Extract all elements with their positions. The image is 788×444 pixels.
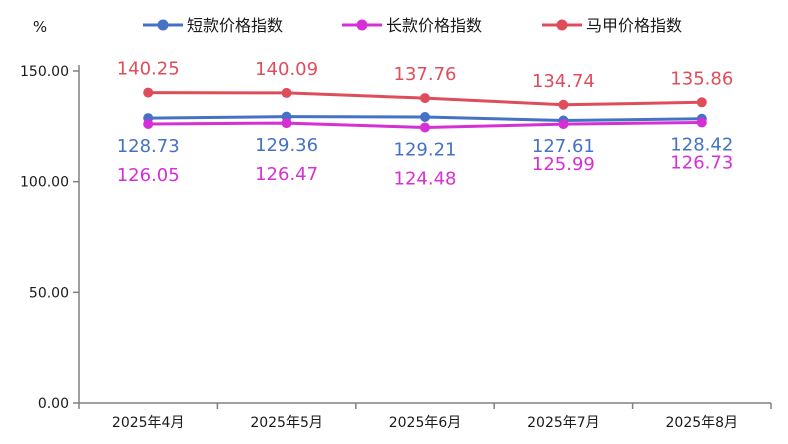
data-label: 140.09	[255, 59, 318, 80]
x-tick-label: 2025年8月	[666, 415, 739, 431]
data-label: 125.99	[532, 154, 595, 175]
data-label: 134.74	[532, 71, 595, 92]
data-point	[420, 112, 430, 123]
y-tick-label: 100.00	[20, 175, 69, 191]
legend-label: 短款价格指数	[187, 16, 283, 35]
x-tick-label: 2025年6月	[389, 415, 462, 431]
data-label: 129.36	[255, 135, 318, 156]
legend-label: 马甲价格指数	[586, 16, 682, 35]
data-label: 126.73	[670, 153, 733, 174]
series-points	[143, 87, 707, 133]
data-point	[558, 99, 569, 110]
data-point	[696, 117, 707, 128]
data-label: 140.25	[117, 59, 180, 80]
data-point	[420, 122, 430, 133]
legend-marker	[556, 19, 568, 31]
y-tick-label: 50.00	[29, 285, 69, 301]
data-label: 126.47	[255, 164, 318, 185]
data-point	[420, 93, 430, 104]
data-point	[696, 97, 707, 108]
data-label: 137.76	[394, 64, 457, 85]
data-labels: 140.25 140.09 137.76 134.74 135.86 128.73 129.…	[117, 59, 734, 190]
data-point	[143, 87, 154, 98]
y-tick-label: 150.00	[20, 64, 69, 80]
data-label: 129.21	[394, 139, 457, 160]
data-label: 126.05	[117, 165, 180, 186]
data-point	[281, 87, 292, 98]
legend-label: 长款价格指数	[386, 16, 482, 35]
data-label: 124.48	[394, 168, 457, 189]
x-tick-label: 2025年7月	[527, 415, 600, 431]
data-label: 127.61	[532, 136, 595, 157]
data-label: 135.86	[670, 68, 733, 89]
data-label: 128.73	[117, 136, 180, 157]
legend-marker	[356, 19, 368, 31]
legend: 短款价格指数 长款价格指数 马甲价格指数	[143, 16, 682, 35]
x-tick-label: 2025年5月	[250, 415, 323, 431]
legend-marker	[157, 19, 169, 31]
y-tick-label: 0.00	[38, 396, 69, 412]
data-point	[558, 119, 569, 130]
x-tick-label: 2025年4月	[112, 415, 185, 431]
data-point	[281, 118, 292, 129]
axes: 0.00 50.00 100.00 150.00 2025年4月 2025年5月 2025年…	[20, 64, 772, 431]
y-axis-unit-label: %	[33, 18, 47, 36]
data-label: 128.42	[670, 135, 733, 156]
data-point	[143, 119, 154, 130]
